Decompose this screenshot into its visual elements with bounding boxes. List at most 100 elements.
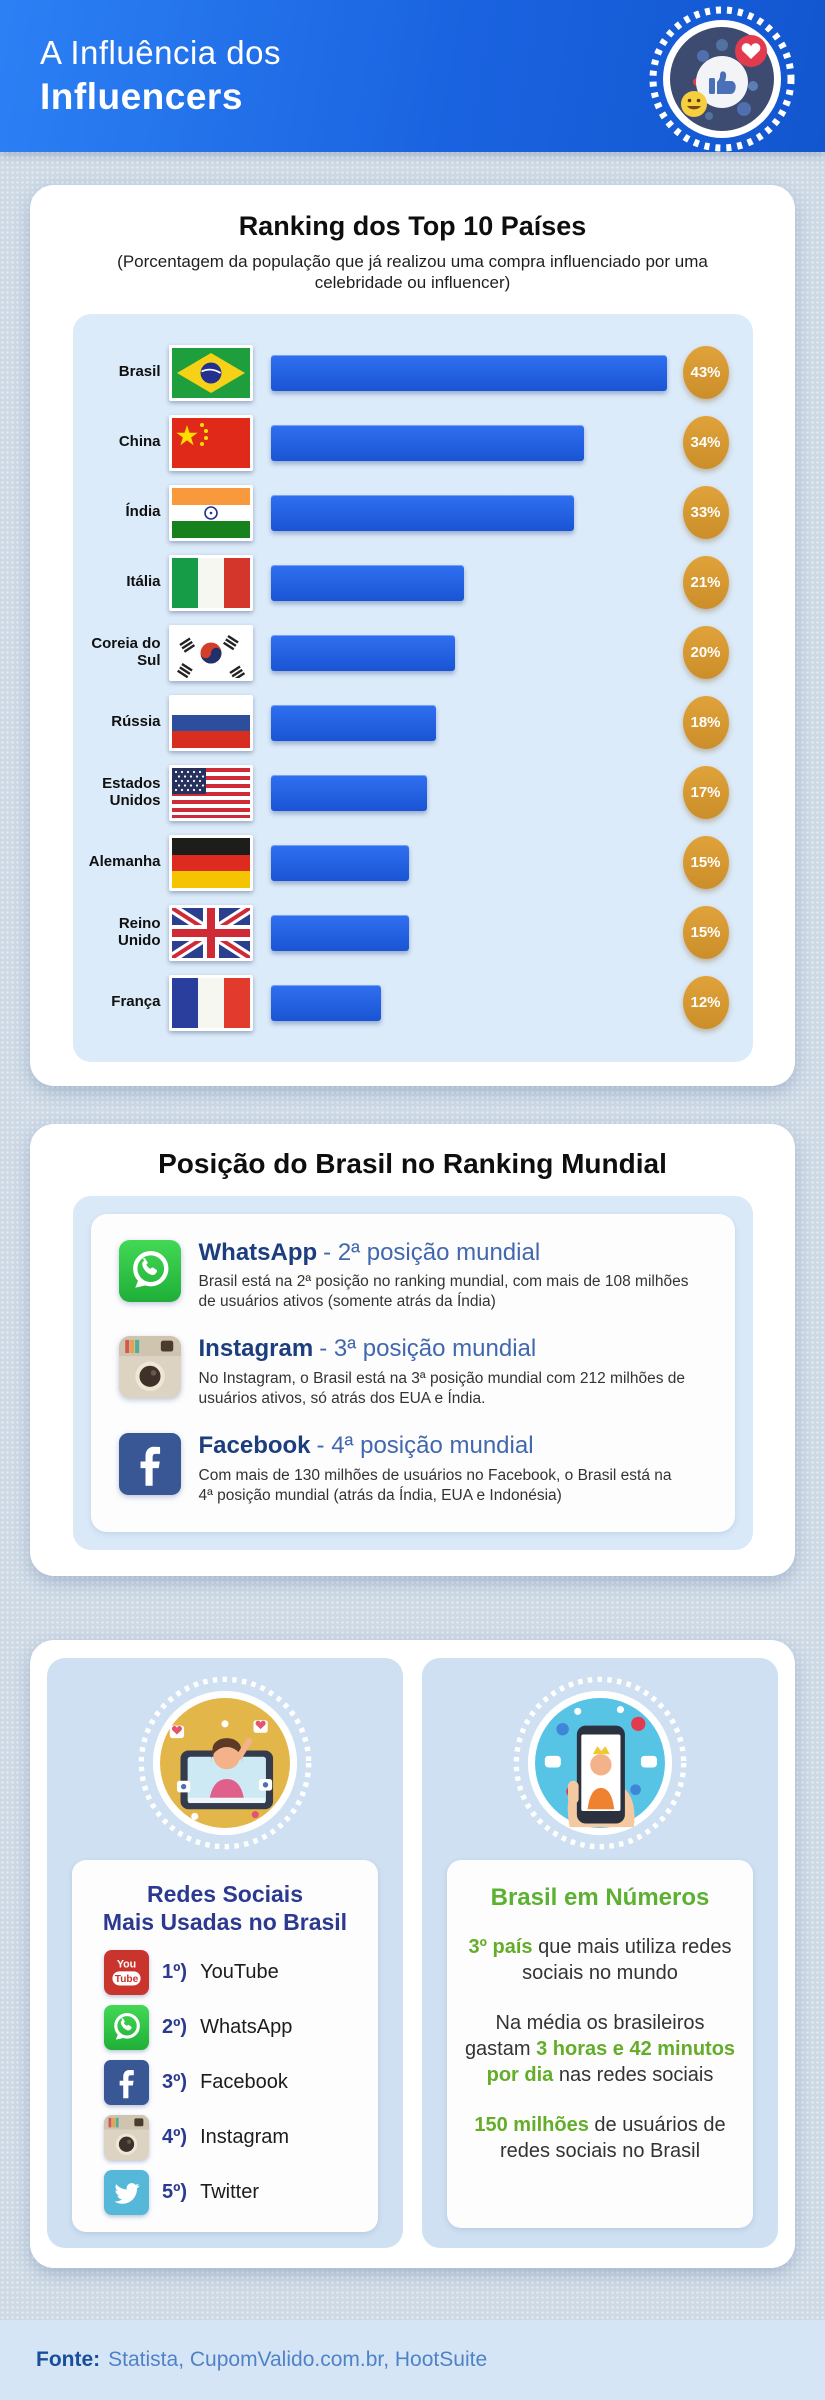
numbers-paragraph: 150 milhões de usuários de redes sociais… <box>461 2112 739 2164</box>
russia-flag-icon <box>168 694 253 751</box>
social-list: You Tube 1º) YouTube 2º) WhatsApp 3º) Fa… <box>86 1948 364 2218</box>
social-networks-title-line1: Redes Sociais <box>147 1880 303 1907</box>
app-name: WhatsApp <box>198 1238 318 1266</box>
social-list-item: You Tube 1º) YouTube <box>104 1948 364 1998</box>
germany-flag-icon <box>168 834 253 891</box>
network-name: YouTube <box>200 1961 279 1984</box>
chart-rows: Brasil 43% China 34% Índia 33% Itália 21… <box>85 338 753 1038</box>
value-bar <box>270 774 428 811</box>
value-badge: 43% <box>682 346 729 400</box>
ranking-card-subtitle: (Porcentagem da população que já realizo… <box>117 252 708 293</box>
page-title-line1: A Influência dos <box>40 34 281 71</box>
whatsapp-icon <box>118 1239 181 1302</box>
numbers-text: de usuários de redes sociais no Brasil <box>499 2113 726 2162</box>
svg-text:Tube: Tube <box>115 1975 139 1986</box>
bar-track <box>270 774 667 811</box>
numbers-card: Brasil em Números 3º país que mais utili… <box>422 1657 778 2248</box>
app-heading: WhatsApp - 2ª posição mundial <box>198 1238 689 1266</box>
value-bar <box>270 984 381 1021</box>
bar-track <box>270 564 667 601</box>
highlight-text: 150 milhões <box>474 2113 589 2136</box>
social-networks-card: Redes Sociais Mais Usadas no Brasil You … <box>47 1657 403 2248</box>
chart-row: Alemanha 15% <box>85 828 753 898</box>
app-name: Facebook <box>198 1432 311 1460</box>
social-list-item: 2º) WhatsApp <box>104 2003 364 2053</box>
chart-row: Índia 33% <box>85 478 753 548</box>
chart-row: China 34% <box>85 408 753 478</box>
social-networks-title: Redes Sociais Mais Usadas no Brasil <box>86 1880 364 1936</box>
value-badge: 12% <box>682 976 729 1030</box>
south-korea-flag-icon <box>168 624 253 681</box>
whatsapp-icon <box>104 2005 149 2051</box>
app-position: - 3ª posição mundial <box>319 1335 537 1363</box>
value-bar <box>270 844 409 881</box>
value-badge: 17% <box>682 766 729 820</box>
ranking-card-title: Ranking dos Top 10 Países <box>238 211 587 241</box>
india-flag-icon <box>168 484 253 541</box>
positions-list: WhatsApp - 2ª posição mundial Brasil está… <box>90 1213 735 1532</box>
brazil-flag-icon <box>168 344 253 401</box>
rank-label: 5º) <box>162 2181 188 2204</box>
ranking-card: Ranking dos Top 10 Países (Porcentagem d… <box>30 185 795 1086</box>
country-label: França <box>111 993 161 1011</box>
svg-text:You: You <box>117 1959 136 1971</box>
chart-row: Reino Unido 15% <box>85 898 753 968</box>
bar-track <box>270 984 667 1021</box>
uk-flag-icon <box>168 904 253 961</box>
twitter-icon <box>104 2170 149 2216</box>
numbers-text: nas redes sociais <box>553 2063 714 2086</box>
value-badge: 15% <box>682 906 729 960</box>
chart-row: Estados Unidos 17% <box>85 758 753 828</box>
app-position-item: Instagram - 3ª posição mundial No Instagr… <box>118 1336 707 1409</box>
chart-panel: Brasil 43% China 34% Índia 33% Itália 21… <box>72 313 753 1062</box>
app-position: - 4ª posição mundial <box>316 1432 534 1460</box>
italy-flag-icon <box>168 554 253 611</box>
bar-track <box>270 634 667 671</box>
chart-row: França 12% <box>85 968 753 1038</box>
app-text: Facebook - 4ª posição mundial Com mais de… <box>198 1432 689 1506</box>
app-name: Instagram <box>198 1335 314 1363</box>
instagram-icon <box>104 2115 149 2161</box>
rank-label: 2º) <box>162 2016 188 2039</box>
source-label: Fonte: <box>36 2348 101 2371</box>
network-name: Instagram <box>200 2126 290 2149</box>
value-badge: 34% <box>682 416 729 470</box>
numbers-title: Brasil em Números <box>490 1883 710 1911</box>
value-bar <box>270 634 455 671</box>
country-label: Itália <box>126 573 161 591</box>
value-bar <box>270 494 575 531</box>
app-heading: Instagram - 3ª posição mundial <box>199 1336 689 1362</box>
value-bar <box>270 354 667 391</box>
china-flag-icon <box>168 414 253 471</box>
app-description: No Instagram, o Brasil está na 3ª posiçã… <box>198 1369 686 1408</box>
app-position: - 2ª posição mundial <box>323 1238 541 1266</box>
network-name: WhatsApp <box>200 2016 293 2039</box>
numbers-text: Na média os brasileiros gastam <box>464 2011 705 2060</box>
rank-label: 3º) <box>162 2071 188 2094</box>
numbers-paragraphs: 3º país que mais utiliza redes sociais n… <box>461 1934 739 2164</box>
positions-panel: WhatsApp - 2ª posição mundial Brasil está… <box>72 1195 753 1550</box>
value-badge: 15% <box>682 836 729 890</box>
social-list-item: 5º) Twitter <box>104 2168 364 2218</box>
network-name: Twitter <box>200 2181 259 2204</box>
value-badge: 18% <box>682 696 729 750</box>
bar-track <box>270 424 667 461</box>
header-titles: A Influência dos Influencers <box>40 34 281 118</box>
numbers-inner: Brasil em Números 3º país que mais utili… <box>447 1859 753 2228</box>
country-label: Índia <box>125 503 161 521</box>
value-bar <box>270 704 437 741</box>
social-networks-title-line2: Mais Usadas no Brasil <box>102 1908 348 1935</box>
youtube-icon: You Tube <box>104 1950 149 1996</box>
highlight-text: 3º país <box>468 1935 533 1958</box>
facebook-icon <box>104 2060 149 2106</box>
bar-track <box>270 494 667 531</box>
bar-track <box>270 704 667 741</box>
source-footer: Fonte: Statista, CupomValido.com.br, Hoo… <box>0 2320 825 2400</box>
app-description: Brasil está na 2ª posição no ranking mun… <box>198 1273 689 1311</box>
app-position-item: WhatsApp - 2ª posição mundial Brasil está… <box>118 1238 707 1313</box>
social-list-item: 3º) Facebook <box>104 2058 364 2108</box>
numbers-text: que mais utiliza redes sociais no mundo <box>522 1935 732 1984</box>
social-list-item: 4º) Instagram <box>104 2113 364 2163</box>
world-position-title: Posição do Brasil no Ranking Mundial <box>158 1147 667 1179</box>
